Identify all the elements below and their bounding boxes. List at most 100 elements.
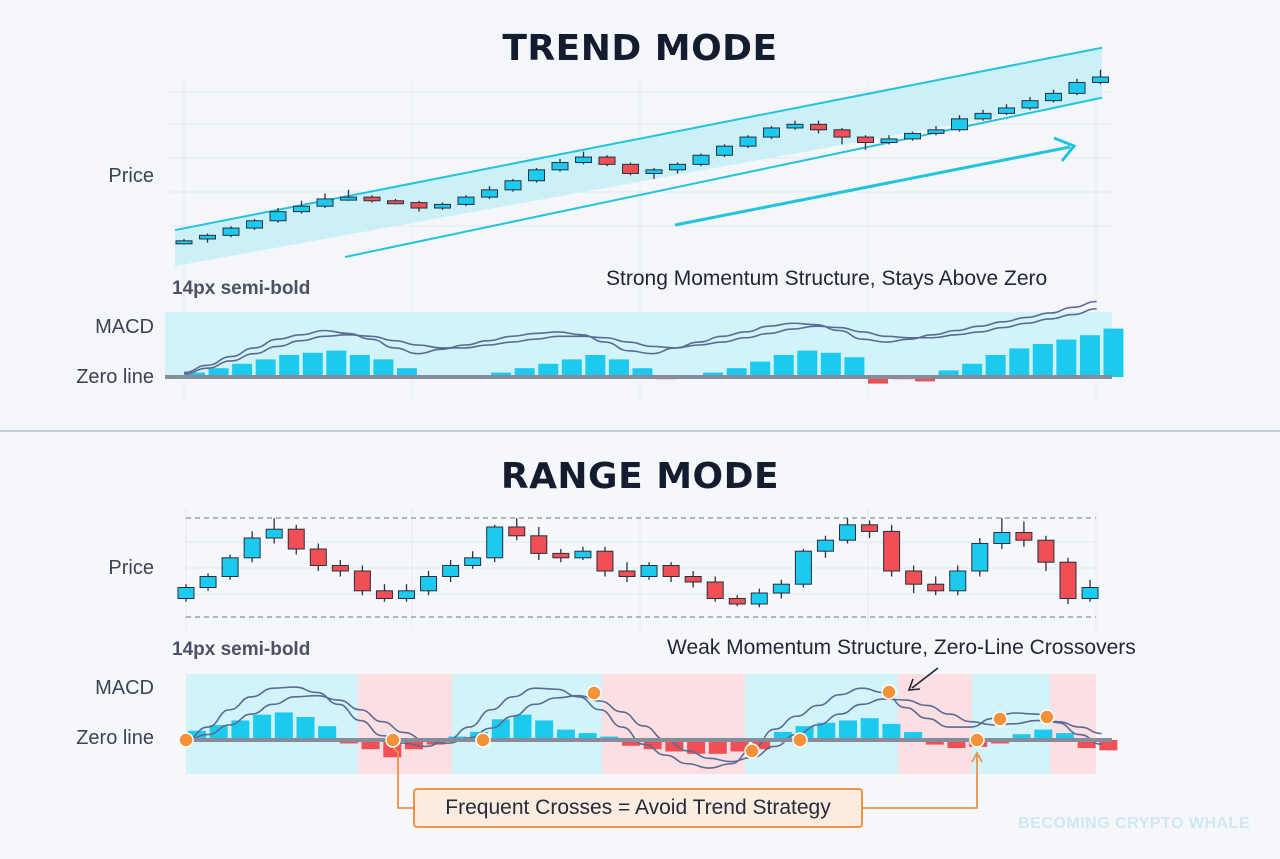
- macd-histogram-bar: [279, 355, 300, 377]
- macd-histogram-bar: [708, 740, 727, 754]
- macd-histogram-bar: [1099, 740, 1118, 751]
- candle-body: [504, 180, 522, 191]
- macd-histogram-bar: [817, 722, 836, 740]
- trend-macd-band: [165, 312, 1112, 377]
- macd-histogram-bar: [773, 731, 792, 740]
- candle-body: [622, 163, 639, 174]
- macd-histogram-bar: [839, 720, 857, 740]
- macd-histogram-bar: [513, 714, 532, 740]
- candle-body: [1092, 76, 1109, 83]
- macd-histogram-bar: [561, 359, 582, 377]
- candle-body: [1068, 81, 1086, 94]
- candle-body: [1081, 587, 1099, 599]
- candle-body: [222, 227, 240, 236]
- macd-histogram-bar: [302, 352, 323, 377]
- macd-histogram-bar: [556, 729, 575, 740]
- candle-body: [857, 136, 874, 144]
- macd-histogram-bar: [844, 357, 865, 377]
- candle-body: [530, 535, 548, 554]
- macd-histogram-bar: [1032, 344, 1053, 377]
- candle-body: [552, 552, 570, 559]
- macd-histogram-bar: [750, 361, 771, 377]
- crossover-marker: [385, 732, 401, 748]
- candle-body: [839, 524, 856, 541]
- candle-body: [410, 202, 428, 209]
- macd-histogram-bar: [608, 359, 629, 377]
- macd-histogram-bar: [820, 352, 841, 377]
- crossover-marker: [969, 732, 985, 748]
- callout-connector-right: [863, 755, 978, 809]
- candle-body: [728, 598, 746, 605]
- candle-body: [551, 162, 569, 171]
- callout-box: Frequent Crosses = Avoid Trend Strategy: [413, 788, 863, 828]
- candle-body: [596, 550, 614, 572]
- signal-line: [185, 694, 1102, 763]
- candle-body: [464, 557, 482, 566]
- annotation-arrow: [911, 667, 939, 689]
- candle-body: [739, 136, 757, 147]
- candle-body: [221, 557, 239, 577]
- crossover-marker: [744, 743, 760, 759]
- candle-body: [880, 138, 898, 144]
- macd-histogram-bar: [726, 368, 747, 377]
- macd-histogram-bar: [585, 355, 606, 377]
- macd-histogram-bar: [296, 717, 315, 740]
- candle-body: [575, 156, 592, 164]
- candle-body: [833, 129, 851, 138]
- candle-body: [971, 543, 989, 572]
- candle-body: [293, 205, 310, 213]
- candle-body: [434, 203, 451, 209]
- macd-histogram-bar: [752, 740, 771, 750]
- macd-histogram-bar: [1009, 348, 1030, 377]
- macd-histogram-bar: [1056, 339, 1077, 377]
- macd-histogram-bar: [208, 368, 229, 377]
- trend-title: TREND MODE: [502, 28, 778, 69]
- trend-channel: [175, 47, 1102, 267]
- candle-body: [269, 211, 287, 222]
- macd-histogram-bar: [185, 372, 205, 377]
- section-divider: [0, 430, 1280, 432]
- macd-histogram-bar: [1079, 335, 1100, 377]
- candle-body: [763, 127, 780, 138]
- range-title: RANGE MODE: [500, 456, 780, 497]
- candle-body: [905, 570, 923, 585]
- candle-body: [998, 107, 1015, 114]
- candle-body: [420, 576, 438, 592]
- candle-body: [508, 526, 526, 537]
- macd-histogram-bar: [773, 355, 794, 377]
- range-caption-right: Weak Momentum Structure, Zero-Line Cross…: [667, 636, 1136, 659]
- macd-histogram-bar: [1103, 328, 1124, 377]
- trend-caption-right: Strong Momentum Structure, Stays Above Z…: [606, 267, 1048, 290]
- candle-body: [904, 132, 921, 140]
- macd-histogram-bar: [253, 714, 272, 740]
- candle-body: [246, 220, 263, 229]
- candle-body: [363, 196, 381, 202]
- macd-line: [183, 300, 1097, 374]
- candle-body: [1021, 100, 1039, 109]
- candle-body: [861, 524, 879, 532]
- trend-macd-label: MACD: [95, 316, 154, 338]
- callout-connector-left: [392, 747, 413, 809]
- macd-histogram-bar: [361, 740, 380, 750]
- macd-histogram-bar: [1056, 733, 1074, 740]
- candle-body: [265, 528, 283, 539]
- range-macd-label: MACD: [95, 677, 154, 699]
- macd-histogram-bar: [860, 718, 879, 740]
- macd-zone: [1050, 674, 1096, 774]
- candle-body: [177, 587, 195, 599]
- channel-lower-line: [344, 96, 1103, 258]
- candle-body: [640, 565, 658, 577]
- macd-histogram-bar: [687, 740, 706, 754]
- macd-histogram-bar: [904, 731, 923, 740]
- candle-body: [309, 548, 327, 566]
- candle-body: [927, 129, 945, 134]
- range-price-label: Price: [108, 557, 154, 579]
- macd-histogram-bar: [1034, 729, 1053, 740]
- range-panel-background: [0, 431, 1280, 859]
- macd-histogram-bar: [703, 372, 724, 377]
- macd-zone: [358, 674, 452, 774]
- macd-histogram-bar: [514, 368, 535, 377]
- candle-body: [486, 526, 504, 559]
- candle-body: [816, 539, 834, 552]
- macd-line: [185, 686, 1102, 769]
